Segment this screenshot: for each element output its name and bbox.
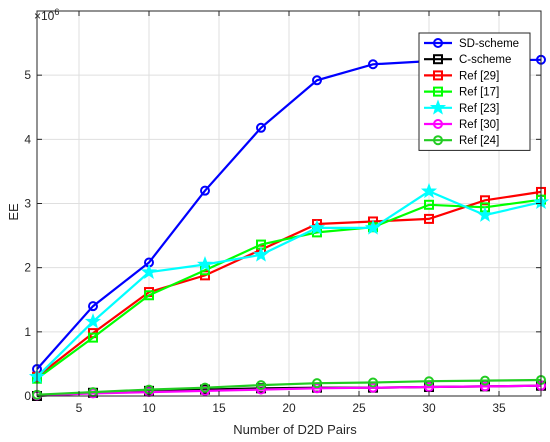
data-point: [364, 219, 382, 235]
y-axis-label: EE: [6, 203, 21, 221]
data-point: [196, 256, 214, 272]
legend-entry: Ref [30]: [424, 119, 499, 131]
legend-entry: Ref [29]: [424, 70, 499, 82]
data-point: [88, 332, 98, 343]
legend-label: Ref [24]: [459, 135, 499, 147]
legend-entry: C-scheme: [424, 54, 511, 66]
legend-label: Ref [30]: [459, 119, 499, 131]
data-point: [256, 380, 266, 391]
data-point: [424, 376, 434, 387]
series-line: [36, 190, 542, 378]
legend-label: SD-scheme: [459, 38, 519, 50]
axes: 5 10 15 20 25 30 35 0 1 2 3 4 5: [24, 10, 542, 415]
data-point: [424, 199, 434, 210]
y-tick-label: 5: [24, 68, 31, 82]
x-tick-label: 5: [76, 401, 83, 415]
y-tick-label: 0: [24, 389, 31, 403]
x-tick-label: 15: [212, 401, 226, 415]
y-tick-label: 3: [24, 197, 31, 211]
data-point: [312, 378, 322, 389]
series-line: [36, 190, 542, 378]
x-tick-label: 35: [492, 401, 506, 415]
data-point: [200, 185, 210, 196]
legend-marker: [433, 70, 443, 81]
y-axis-multiplier: ×106: [34, 7, 59, 23]
data-point: [368, 377, 378, 388]
x-tick-label: 10: [142, 401, 156, 415]
legend-label: Ref [23]: [459, 103, 499, 115]
legend-marker: [429, 99, 447, 115]
data-point: [480, 375, 490, 386]
data-point: [84, 313, 102, 329]
series-line: [36, 378, 542, 396]
legend-label: C-scheme: [459, 54, 511, 66]
y-tick-label: 4: [24, 132, 31, 146]
data-point: [252, 246, 270, 262]
legend-marker: [433, 135, 443, 146]
data-point: [144, 290, 154, 301]
data-point: [312, 75, 322, 86]
legend-marker: [433, 38, 443, 48]
data-point: [480, 381, 490, 392]
legend-entry: SD-scheme: [424, 38, 519, 50]
legend-marker: [433, 86, 443, 97]
series-line: [36, 384, 542, 397]
data-point: [200, 382, 210, 393]
y-tick-label: 1: [24, 325, 31, 339]
data-point: [88, 301, 98, 312]
x-tick-label: 20: [282, 401, 296, 415]
data-point: [476, 206, 494, 222]
data-point: [368, 382, 378, 393]
x-tick-label: 25: [352, 401, 366, 415]
data-point: [140, 263, 158, 279]
x-tick-label: 30: [422, 401, 436, 415]
data-point: [256, 122, 266, 133]
legend-entry: Ref [24]: [424, 135, 499, 147]
legend: SD-scheme C-scheme Ref [29] Ref [17] Ref [23…: [418, 32, 531, 151]
y-tick-label: 2: [24, 261, 31, 275]
x-axis-label: Number of D2D Pairs: [233, 422, 357, 437]
legend-label: Ref [17]: [459, 87, 499, 99]
data-point: [368, 59, 378, 70]
legend-marker: [433, 119, 443, 129]
legend-label: Ref [29]: [459, 70, 499, 82]
legend-entry: Ref [17]: [424, 86, 499, 99]
legend-marker: [433, 54, 443, 65]
legend-entry: Ref [23]: [424, 99, 499, 115]
series-line: [36, 198, 542, 380]
series-ref-24: [32, 374, 546, 400]
data-point: [424, 213, 434, 224]
data-point: [420, 182, 438, 199]
data-point: [308, 219, 326, 235]
